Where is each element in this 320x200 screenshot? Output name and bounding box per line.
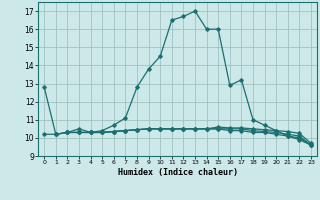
X-axis label: Humidex (Indice chaleur): Humidex (Indice chaleur) (118, 168, 238, 177)
